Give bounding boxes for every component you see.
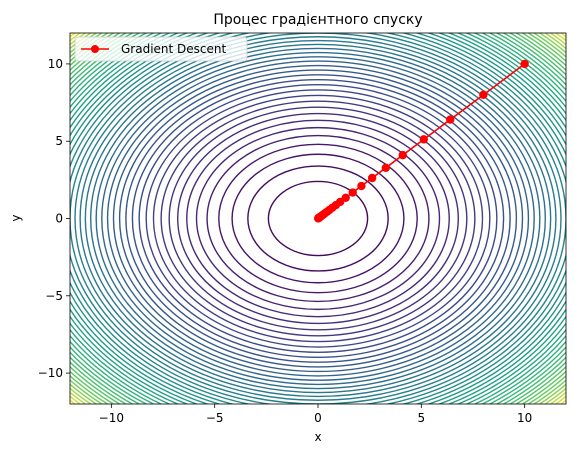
- x-axis-ticks: −10 −5 0 5 10: [99, 404, 532, 425]
- contour-ring: [195, 126, 441, 311]
- contour-ring: [90, 47, 546, 390]
- contour-ring: [152, 94, 484, 343]
- data-point: [357, 181, 366, 191]
- contour-ring: [70, 33, 566, 404]
- x-tick-label: −10: [99, 411, 124, 425]
- chart-title: Процес градієнтного спуску: [213, 12, 422, 28]
- y-tick-label: 0: [55, 212, 63, 226]
- data-point: [314, 214, 323, 223]
- contour-ring: [145, 89, 491, 348]
- y-tick-label: 5: [55, 134, 63, 148]
- contour-ring: [218, 143, 418, 294]
- contour-ring: [186, 119, 450, 318]
- contour-ring: [125, 74, 511, 363]
- contour-ring: [267, 180, 369, 257]
- legend: Gradient Descent: [74, 36, 248, 62]
- contour-ring: [79, 39, 557, 398]
- contour-ring: [106, 60, 530, 377]
- contour-ring: [247, 165, 389, 272]
- contour-ring: [177, 112, 459, 325]
- contour-ring: [118, 69, 518, 368]
- data-point: [479, 90, 488, 100]
- contour-ring: [168, 106, 468, 331]
- contour-ring: [138, 84, 498, 353]
- contour-ring: [70, 33, 566, 404]
- data-point: [381, 163, 390, 172]
- y-tick-label: −5: [45, 289, 63, 303]
- data-point: [348, 188, 357, 197]
- y-tick-label: 10: [48, 57, 63, 71]
- x-tick-label: 10: [517, 411, 532, 425]
- y-tick-label: −10: [38, 366, 63, 380]
- contour-ring: [231, 153, 405, 284]
- data-point: [367, 173, 377, 183]
- x-tick-label: 5: [418, 411, 426, 425]
- contour-ring: [84, 43, 552, 394]
- contour-ring: [206, 134, 430, 303]
- contour-ring: [74, 36, 562, 401]
- contour-ring: [95, 51, 541, 386]
- data-point: [419, 135, 429, 144]
- legend-marker: [91, 45, 99, 53]
- legend-box: [74, 36, 248, 62]
- series-layer: [314, 59, 529, 223]
- legend-label: Gradient Descent: [121, 42, 227, 56]
- x-axis-label: x: [314, 430, 321, 444]
- x-tick-label: −5: [206, 411, 224, 425]
- data-point: [398, 150, 407, 160]
- data-point: [520, 59, 529, 69]
- y-axis-ticks: −10 −5 0 5 10: [38, 57, 70, 380]
- contour-ring: [160, 100, 476, 337]
- y-axis-label: y: [9, 214, 23, 221]
- contour-ring: [101, 56, 535, 381]
- contour-ring: [131, 78, 505, 359]
- contour-ring: [112, 64, 524, 373]
- x-tick-label: 0: [314, 411, 322, 425]
- data-point: [446, 115, 455, 124]
- contour-ring: [70, 33, 566, 404]
